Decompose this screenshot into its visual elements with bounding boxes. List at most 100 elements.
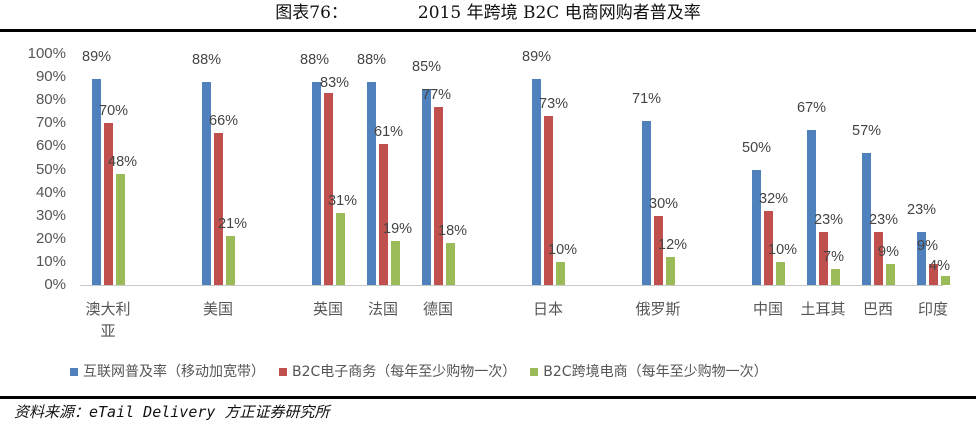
data-label: 88% [357, 51, 387, 68]
bar-series-1 [819, 231, 828, 285]
bar-series-0 [92, 79, 101, 285]
data-label: 89% [522, 49, 552, 66]
x-category-label: 英国 [312, 300, 343, 318]
x-category-label: 德国 [422, 300, 453, 318]
data-label: 23% [869, 211, 899, 228]
bar-series-1 [764, 211, 773, 285]
bar-series-1 [379, 144, 388, 285]
bar-series-1 [874, 231, 883, 285]
top-divider [0, 29, 976, 32]
data-label: 9% [917, 238, 938, 255]
bar-series-1 [104, 123, 113, 285]
bar-series-1 [929, 264, 938, 285]
figure-title: 2015 年跨境 B2C 电商网购者普及率 [417, 3, 701, 23]
bar-series-2 [556, 261, 565, 285]
data-label: 23% [907, 201, 937, 218]
y-tick-label: 10% [35, 252, 66, 270]
data-label: 85% [412, 58, 442, 75]
data-label: 67% [797, 100, 827, 117]
x-axis-line [80, 285, 943, 286]
y-tick-label: 40% [35, 183, 66, 201]
x-category-label: 土耳其 [800, 300, 846, 318]
bar-series-2 [666, 257, 675, 285]
data-label: 66% [209, 112, 239, 129]
legend-swatch-icon [279, 368, 287, 376]
bar-series-2 [886, 264, 895, 285]
x-category-label: 日本 [532, 300, 563, 318]
bar-series-0 [202, 81, 211, 285]
y-tick-label: 30% [35, 206, 66, 224]
source-note: 资料来源：eTail Delivery 方正证券研究所 [14, 403, 330, 421]
data-label: 7% [823, 248, 844, 265]
data-label: 18% [438, 223, 468, 240]
data-label: 9% [878, 244, 899, 261]
y-tick-label: 70% [35, 114, 66, 132]
data-label: 70% [99, 103, 129, 120]
data-label: 50% [742, 139, 772, 156]
x-category-label: 印度 [917, 300, 948, 318]
data-label: 73% [539, 96, 569, 113]
y-tick-label: 90% [35, 68, 66, 86]
x-category-label: 中国 [752, 300, 783, 318]
data-label: 32% [759, 191, 789, 208]
bar-series-1 [654, 215, 663, 285]
bar-series-1 [324, 93, 333, 285]
x-category-label: 俄罗斯 [635, 300, 681, 318]
x-category-label: 法国 [367, 300, 398, 318]
bar-series-2 [116, 174, 125, 285]
bar-series-2 [941, 275, 950, 285]
y-tick-label: 50% [35, 160, 66, 178]
bar-series-0 [312, 81, 321, 285]
bar-series-2 [336, 213, 345, 285]
x-category-label: 巴西 [862, 300, 893, 318]
data-label: 71% [632, 90, 662, 107]
bar-series-0 [752, 169, 761, 285]
bar-series-0 [807, 130, 816, 285]
bar-series-1 [544, 116, 553, 285]
bar-series-0 [862, 153, 871, 285]
bar-series-0 [642, 120, 651, 285]
data-label: 10% [768, 241, 798, 258]
data-label: 19% [383, 221, 413, 238]
bar-series-2 [776, 261, 785, 285]
legend-item-2: B2C跨境电商（每年至少购物一次） [530, 363, 768, 381]
data-label: 21% [218, 216, 248, 233]
bar-series-2 [226, 236, 235, 285]
y-tick-label: 0% [44, 276, 66, 293]
data-label: 4% [929, 257, 950, 274]
x-category-label: 澳大利亚 [85, 300, 131, 340]
y-tick-label: 20% [35, 229, 66, 247]
data-label: 88% [192, 51, 222, 68]
y-tick-label: 60% [35, 137, 66, 155]
bar-series-0 [532, 79, 541, 285]
bar-series-2 [391, 241, 400, 285]
legend-swatch-icon [530, 368, 539, 376]
bar-series-0 [367, 81, 376, 285]
data-label: 12% [658, 237, 688, 254]
y-tick-label: 100% [27, 45, 66, 62]
data-label: 31% [328, 193, 358, 210]
chart-legend: 互联网普及率（移动加宽带） B2C电子商务（每年至少购物一次） B2C跨境电商（每年… [70, 363, 782, 381]
data-label: 57% [852, 123, 882, 140]
legend-item-1: B2C电子商务（每年至少购物一次） [279, 363, 516, 381]
data-label: 61% [374, 124, 404, 141]
bar-series-2 [446, 243, 455, 285]
bar-series-1 [434, 107, 443, 285]
data-label: 23% [814, 211, 844, 228]
bar-series-0 [422, 88, 431, 285]
bar-series-0 [917, 231, 926, 285]
data-label: 83% [320, 75, 350, 92]
legend-label: 互联网普及率（移动加宽带） [83, 364, 265, 380]
legend-label: B2C电子商务（每年至少购物一次） [292, 364, 517, 380]
y-tick-label: 80% [35, 91, 66, 109]
legend-label: B2C跨境电商（每年至少购物一次） [543, 364, 768, 380]
data-label: 77% [422, 87, 452, 104]
x-category-label: 美国 [202, 300, 233, 318]
data-label: 88% [300, 51, 330, 68]
figure-label: 图表76： [275, 3, 348, 23]
data-label: 89% [82, 49, 112, 66]
bar-chart-plot: 100% 90% 80% 70% 60% 50% 40% 30% 20% 10% 0% 89% 70% 4… [27, 45, 950, 340]
bar-series-1 [214, 132, 223, 285]
bottom-divider [0, 396, 976, 399]
legend-swatch-icon [70, 368, 78, 376]
